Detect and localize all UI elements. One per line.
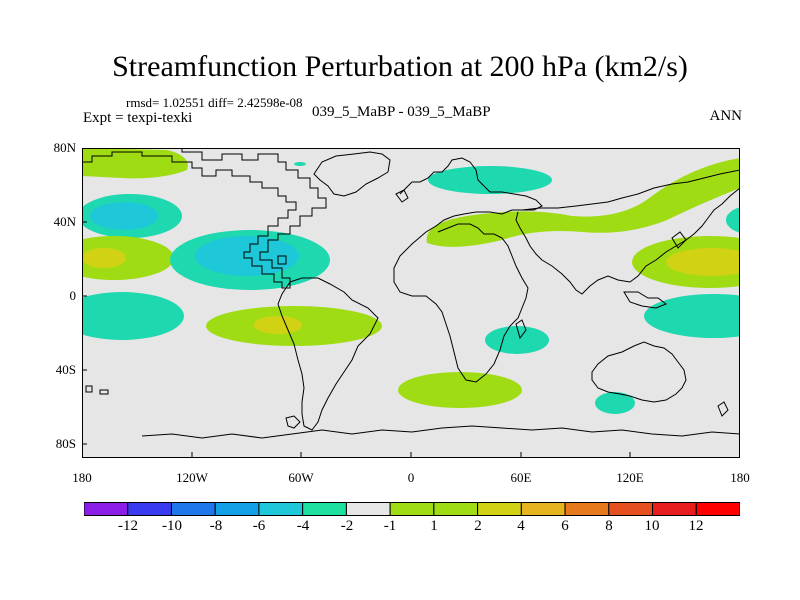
x-tick-0: 0 — [407, 470, 415, 485]
anomaly-positive — [398, 372, 522, 408]
colorbar-box — [84, 502, 129, 516]
map-background — [82, 148, 740, 458]
colorbar-label: 12 — [688, 518, 704, 534]
coastline-indonesia — [623, 291, 668, 309]
y-tick-40s: 40S — [55, 362, 76, 377]
coastline-south-america — [277, 277, 379, 431]
anomaly-positive — [82, 248, 126, 268]
axis-ticks — [82, 148, 631, 458]
coastline-greenland — [313, 151, 391, 197]
x-tick-60w: 60W — [288, 470, 314, 485]
anomaly-negative — [294, 162, 306, 166]
colorbar-box — [520, 502, 566, 516]
colorbar — [84, 502, 740, 516]
coastline-florida — [277, 255, 287, 265]
colorbar-label: 8 — [605, 518, 613, 534]
colorbar-box — [214, 502, 260, 516]
colorbar-label: -12 — [118, 518, 138, 534]
colorbar-label: 2 — [474, 518, 482, 534]
colorbar-label: 4 — [517, 518, 525, 534]
anomaly-positive — [426, 158, 740, 247]
coastline-antarctica — [141, 425, 740, 439]
colorbar-box — [258, 502, 304, 516]
anomaly-negative — [90, 202, 158, 230]
colorbar-label: -4 — [296, 518, 310, 534]
anomaly-positive — [82, 236, 174, 280]
x-tick-60e: 60E — [510, 470, 532, 485]
x-tick-180e: 180 — [730, 470, 750, 485]
y-tick-40n: 40N — [53, 214, 76, 229]
coastline-north-america — [82, 148, 327, 289]
colorbar-label: -10 — [162, 518, 182, 534]
colorbar-box — [477, 502, 522, 516]
anomaly-positive — [254, 316, 302, 334]
colorbar-label: -6 — [252, 518, 266, 534]
colorbar-box — [127, 502, 172, 516]
coastline-uk — [395, 189, 409, 203]
coastline-asia — [515, 169, 740, 295]
case-label: 039_5_MaBP - 039_5_MaBP — [312, 104, 491, 120]
anomaly-negative — [195, 236, 299, 276]
experiment-label: Expt = texpi-texki — [83, 110, 193, 126]
coastline-madagascar — [515, 319, 527, 340]
y-tick-80n: 80N — [53, 140, 76, 155]
anomaly-fields — [82, 148, 740, 414]
coastlines — [82, 148, 740, 439]
x-tick-120w: 120W — [176, 470, 208, 485]
colorbar-label: 10 — [644, 518, 660, 534]
anomaly-negative — [485, 326, 549, 354]
colorbar-box — [302, 502, 347, 516]
anomaly-positive — [666, 248, 740, 276]
colorbar-box — [564, 502, 610, 516]
anomaly-negative — [644, 294, 740, 338]
colorbar-label: 1 — [430, 518, 438, 534]
colorbar-box — [433, 502, 479, 516]
y-tick-0: 0 — [69, 288, 77, 303]
coastline-japan — [671, 231, 687, 249]
x-tick-120e: 120E — [616, 470, 644, 485]
y-tick-80s: 80S — [55, 436, 76, 451]
coastline-australia — [591, 341, 687, 403]
season-label: ANN — [709, 108, 743, 124]
anomaly-negative — [428, 166, 552, 194]
colorbar-label: -2 — [340, 518, 354, 534]
colorbar-label: -8 — [209, 518, 223, 534]
colorbar-label: -1 — [383, 518, 397, 534]
colorbar-box — [652, 502, 697, 516]
colorbar-box — [345, 502, 391, 516]
colorbar-box — [695, 502, 740, 516]
anomaly-negative — [726, 207, 740, 233]
colorbar-box — [170, 502, 216, 516]
coastline-new-zealand — [717, 401, 729, 417]
streamfunction-map — [82, 148, 740, 458]
coastline-tierra-del-fuego — [285, 415, 301, 429]
coastline-africa-europe — [393, 157, 543, 383]
anomaly-positive — [82, 148, 188, 179]
plot-title: Streamfunction Perturbation at 200 hPa (… — [112, 50, 688, 83]
colorbar-label: 6 — [561, 518, 569, 534]
anomaly-negative — [82, 292, 184, 340]
coastline-islands — [85, 385, 109, 395]
colorbar-box — [608, 502, 654, 516]
x-tick-180w: 180 — [72, 470, 92, 485]
anomaly-negative — [595, 392, 635, 414]
stats-text: rmsd= 1.02551 diff= 2.42598e-08 — [126, 95, 303, 110]
colorbar-box — [389, 502, 435, 516]
